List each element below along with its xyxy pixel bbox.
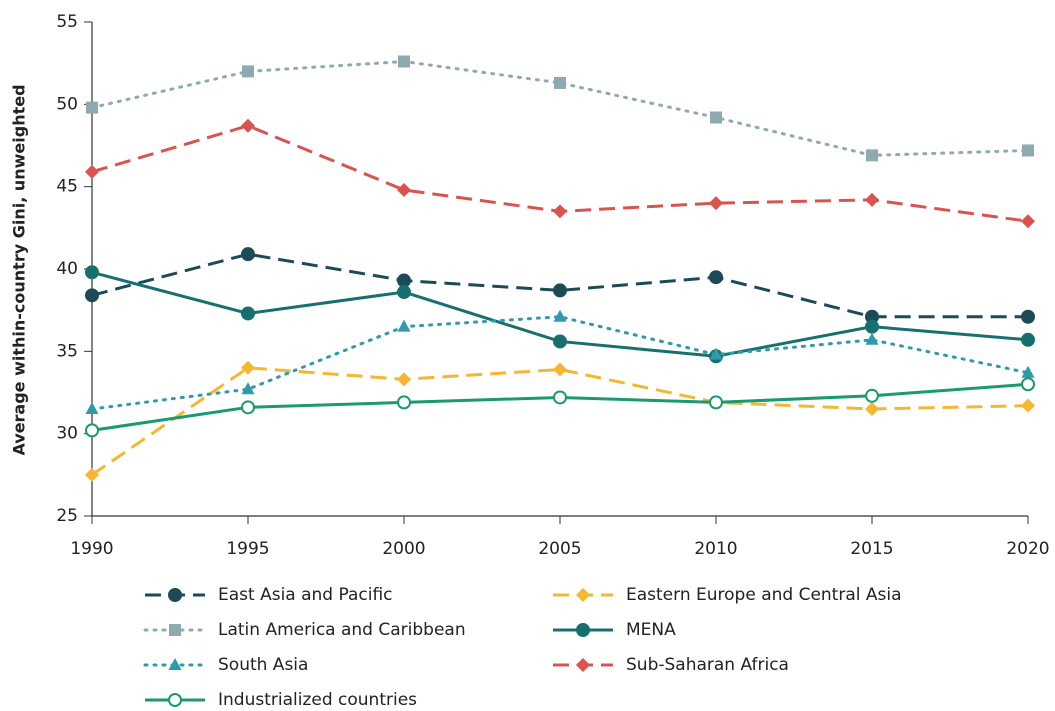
marker (553, 309, 567, 322)
marker (865, 401, 879, 416)
marker (85, 164, 99, 179)
marker (241, 382, 255, 395)
marker (553, 362, 567, 377)
legend-label: Latin America and Caribbean (218, 620, 466, 640)
marker (168, 658, 182, 670)
x-tick-label: 2000 (382, 539, 425, 559)
marker (709, 270, 723, 285)
legend-label: MENA (626, 620, 676, 640)
marker (1021, 365, 1035, 378)
y-tick-label: 50 (56, 94, 78, 114)
marker (709, 196, 723, 211)
marker (1022, 144, 1034, 157)
y-tick-label: 40 (56, 259, 78, 279)
y-axis-label: Average within-country Gini, unweighted (10, 84, 29, 455)
marker (168, 693, 182, 707)
x-tick-label: 1990 (70, 539, 113, 559)
legend-label: South Asia (218, 655, 308, 675)
marker (553, 204, 567, 219)
marker (397, 182, 411, 197)
marker (397, 285, 411, 300)
marker (1021, 332, 1035, 347)
legend-label: Industrialized countries (218, 690, 417, 710)
marker (85, 423, 99, 438)
marker (242, 65, 254, 78)
marker (865, 192, 879, 207)
x-tick-label: 2010 (694, 539, 737, 559)
marker (553, 283, 567, 298)
y-tick-label: 45 (56, 177, 78, 197)
legend-label: East Asia and Pacific (218, 585, 393, 605)
marker (398, 55, 410, 68)
marker (397, 372, 411, 387)
marker (168, 588, 182, 602)
marker (865, 388, 879, 403)
marker (85, 288, 99, 303)
marker (709, 347, 723, 360)
x-tick-label: 2015 (850, 539, 893, 559)
marker (1021, 309, 1035, 324)
marker (85, 265, 99, 280)
series-line (90, 60, 1030, 157)
series-line (91, 366, 1029, 477)
marker (241, 306, 255, 321)
marker (576, 658, 590, 672)
x-tick-label: 2005 (538, 539, 581, 559)
marker (86, 101, 98, 114)
marker (241, 360, 255, 375)
marker (553, 334, 567, 349)
y-tick-label: 55 (56, 12, 78, 32)
marker (1021, 398, 1035, 413)
marker (554, 76, 566, 89)
marker (576, 623, 590, 637)
marker (709, 395, 723, 410)
marker (241, 247, 255, 262)
x-tick-label: 1995 (226, 539, 269, 559)
marker (397, 319, 411, 332)
marker (576, 588, 590, 602)
marker (85, 467, 99, 482)
marker (865, 319, 879, 334)
marker (710, 111, 722, 124)
marker (866, 149, 878, 162)
y-tick-label: 35 (56, 341, 78, 361)
y-tick-label: 25 (56, 506, 78, 526)
marker (85, 401, 99, 414)
legend-label: Eastern Europe and Central Asia (626, 585, 902, 605)
marker (553, 390, 567, 405)
marker (1021, 377, 1035, 392)
legend-label: Sub-Saharan Africa (626, 655, 789, 675)
marker (241, 118, 255, 133)
x-tick-label: 2020 (1006, 539, 1049, 559)
marker (397, 273, 411, 288)
marker (1021, 214, 1035, 229)
marker (865, 332, 879, 345)
y-tick-label: 30 (56, 424, 78, 444)
marker (241, 400, 255, 415)
marker (169, 624, 181, 636)
marker (397, 395, 411, 410)
